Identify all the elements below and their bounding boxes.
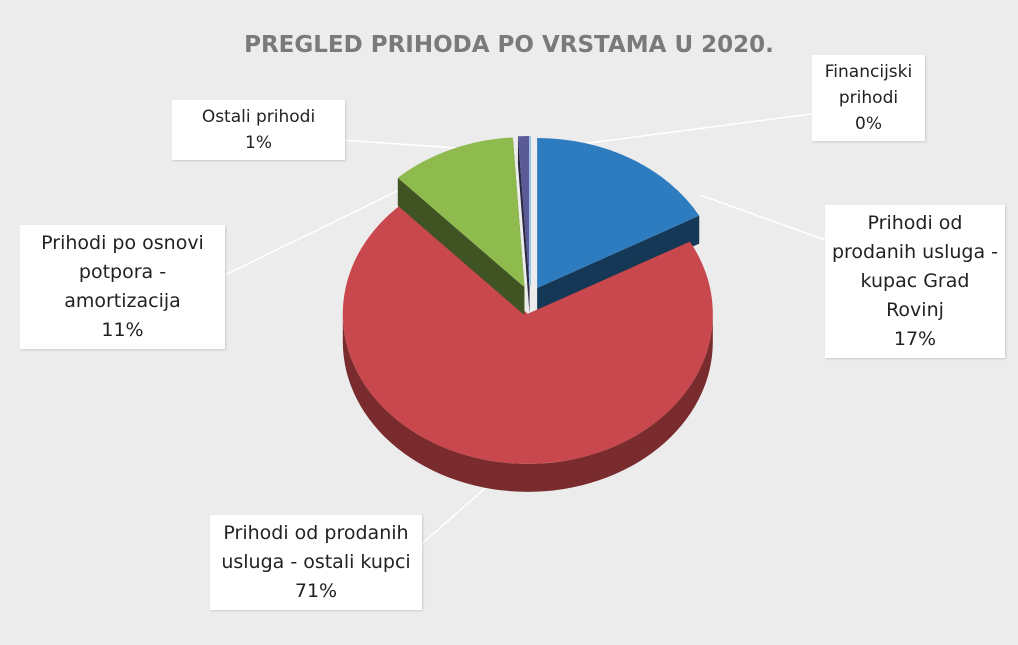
- slice-side: [517, 136, 530, 315]
- pie-slice: [397, 137, 525, 288]
- category-label: Prihodi po osnovi potpora - amortizacija: [41, 232, 204, 312]
- slice-group: [342, 204, 713, 492]
- slice-rim: [342, 313, 713, 492]
- category-label: Ostali prihodi: [201, 107, 316, 127]
- slice-side: [397, 137, 525, 316]
- slice-group: [397, 137, 525, 316]
- data-label: Financijski prihodi 0%: [812, 55, 925, 141]
- slice-group: [537, 137, 700, 316]
- category-label: Prihodi od prodanih usluga - kupac Grad …: [831, 212, 999, 321]
- value-label: 1%: [245, 133, 272, 153]
- pie-slice: [537, 137, 700, 288]
- value-label: 11%: [101, 319, 144, 341]
- data-label: Ostali prihodi 1%: [172, 100, 345, 160]
- slice-side: [537, 137, 700, 316]
- data-label: Prihodi od prodanih usluga - kupac Grad …: [825, 205, 1005, 358]
- leader-lines: [224, 104, 881, 551]
- leader-line: [699, 194, 826, 241]
- category-label: Financijski prihodi: [824, 62, 913, 108]
- pie-slice: [517, 136, 530, 287]
- value-label: 17%: [893, 328, 937, 350]
- data-label: Prihodi od prodanih usluga - ostali kupc…: [210, 515, 422, 610]
- value-label: 0%: [855, 114, 882, 134]
- value-label: 71%: [294, 580, 338, 602]
- data-label: Prihodi po osnovi potpora - amortizacija…: [20, 225, 225, 349]
- slice-group: [517, 136, 530, 315]
- category-label: Prihodi od prodanih usluga - ostali kupc…: [221, 522, 411, 573]
- chart-title: PREGLED PRIHODA PO VRSTAMA U 2020.: [244, 32, 774, 58]
- leader-line: [224, 174, 431, 276]
- pie-slice: [342, 204, 713, 464]
